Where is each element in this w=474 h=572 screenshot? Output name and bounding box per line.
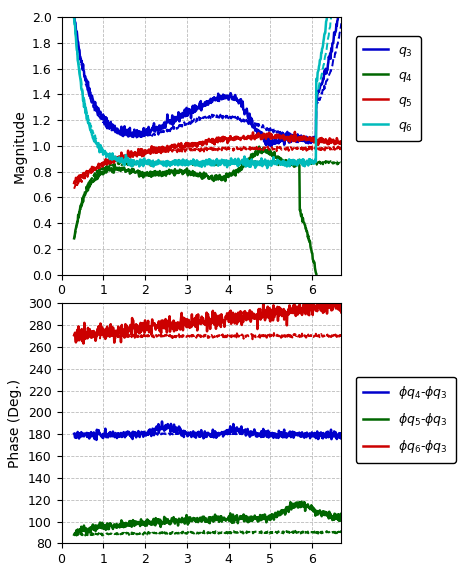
Y-axis label: Phase (Deg.): Phase (Deg.) — [9, 379, 22, 468]
Legend: $q_3$, $q_4$, $q_5$, $q_6$: $q_3$, $q_4$, $q_5$, $q_6$ — [356, 36, 421, 141]
Y-axis label: Magnitude: Magnitude — [12, 109, 27, 182]
X-axis label: Frequency (GHz): Frequency (GHz) — [144, 303, 259, 317]
Legend: $\phi q_4$-$\phi q_3$, $\phi q_5$-$\phi q_3$, $\phi q_6$-$\phi q_3$: $\phi q_4$-$\phi q_3$, $\phi q_5$-$\phi … — [356, 377, 456, 463]
Text: (a): (a) — [189, 317, 214, 335]
